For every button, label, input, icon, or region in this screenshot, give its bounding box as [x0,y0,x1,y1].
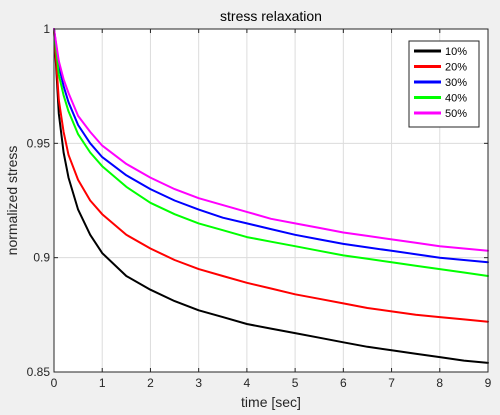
y-tick-label: 1 [43,22,50,36]
y-tick-label: 0.95 [27,136,51,150]
series-line-40pct [53,28,489,277]
x-tick-label: 2 [147,376,154,390]
series-line-20pct [53,28,489,323]
x-tick-label: 0 [51,376,58,390]
legend-label: 10% [445,46,467,58]
x-tick-label: 7 [388,376,395,390]
y-tick-label: 0.9 [33,251,50,265]
y-axis-label: normalized stress [4,146,20,256]
series-line-50pct [53,28,489,252]
series-line-10pct [53,28,489,364]
x-tick-label: 6 [340,376,347,390]
x-tick-label: 8 [436,376,443,390]
x-tick-label: 4 [244,376,251,390]
y-tick-label: 0.85 [27,365,51,379]
x-tick-label: 5 [292,376,299,390]
x-tick-label: 1 [99,376,106,390]
legend-label: 50% [445,108,467,120]
x-tick-label: 3 [195,376,202,390]
series-line-30pct [53,28,489,264]
legend-label: 30% [445,77,467,89]
legend-label: 20% [445,62,467,74]
ticks: 0 1 2 3 4 5 6 7 8 9 0.85 0.9 0.95 1 [27,22,492,390]
x-tick-label: 9 [485,376,492,390]
chart-title: stress relaxation [220,8,322,24]
x-axis-label: time [sec] [241,394,301,410]
legend: 10% 20% 30% 40% 50% [408,40,480,128]
axes-box [53,28,489,373]
legend-label: 40% [445,93,467,105]
series-lines [53,28,489,364]
